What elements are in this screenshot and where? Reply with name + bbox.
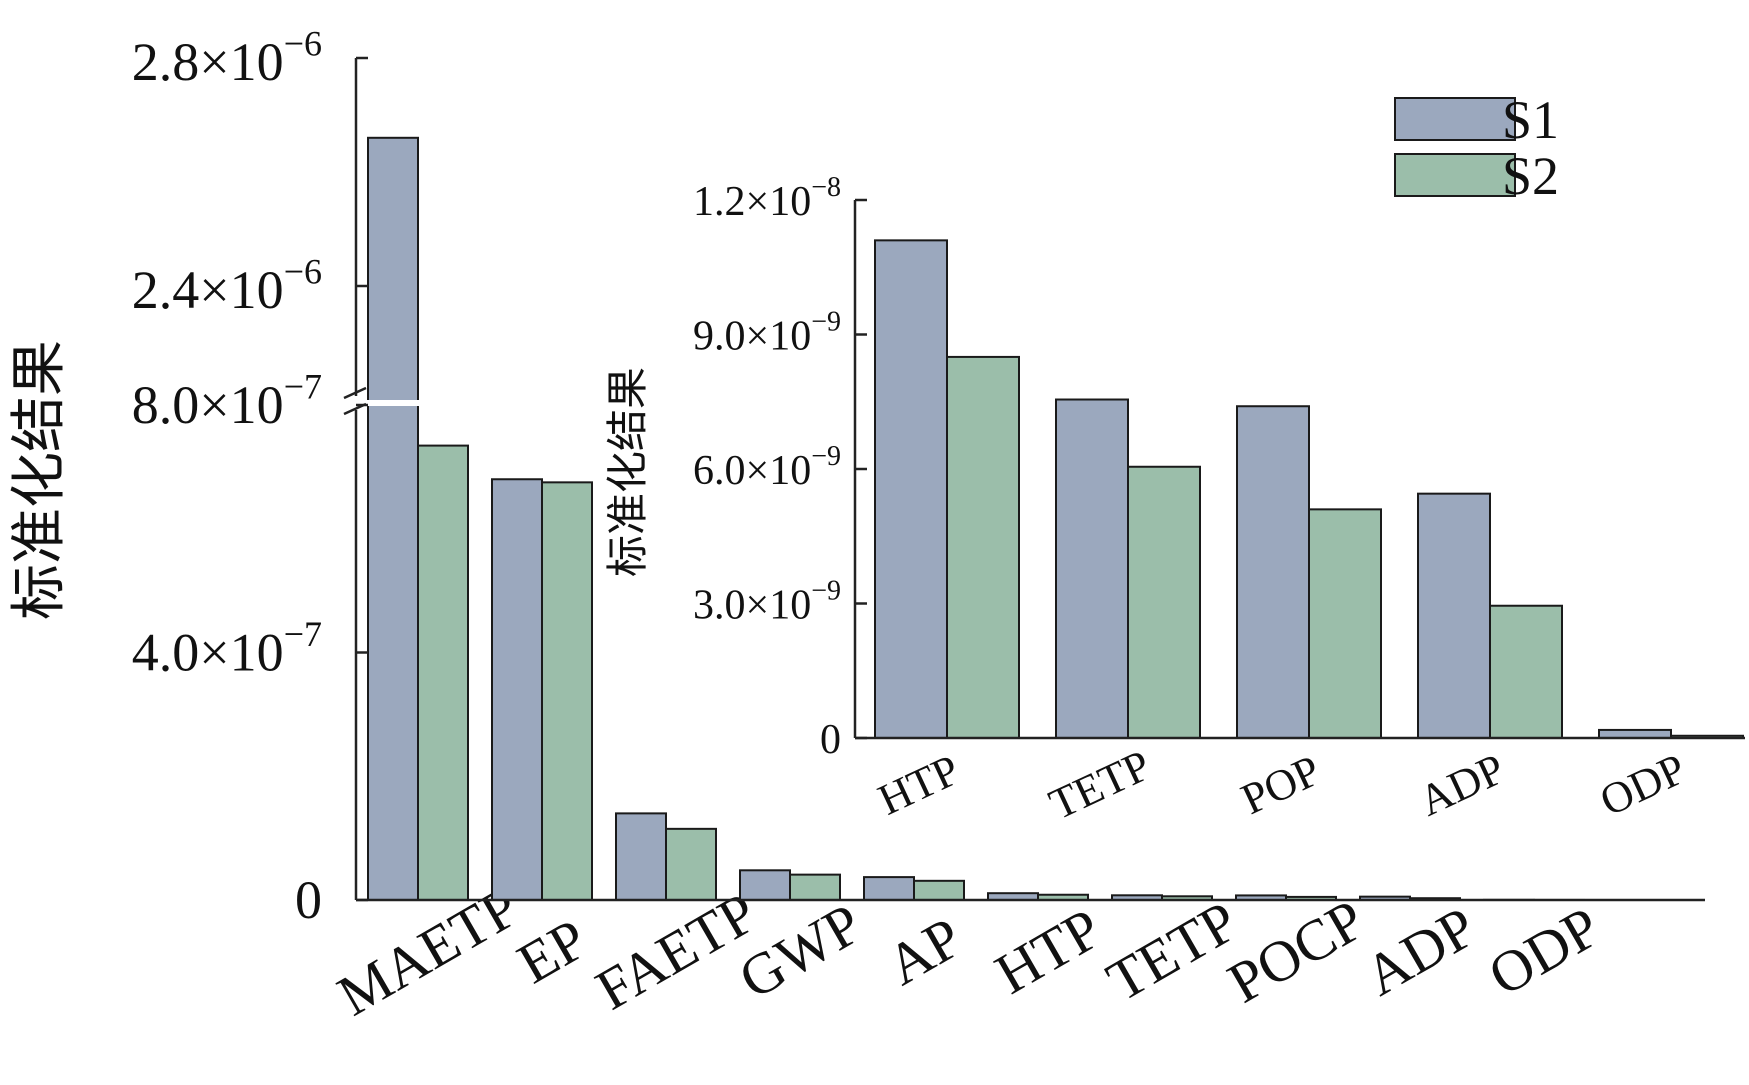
inset-bar-adp-s2	[1489, 604, 1563, 739]
inset-bar-tetp-s2	[1127, 465, 1201, 739]
x-tick-label-pocp: POCP	[1217, 887, 1375, 1016]
x-tick-label-htp: HTP	[985, 896, 1112, 1007]
inset-y-tick-label: 6.0×10−9	[693, 441, 841, 494]
bar-ap-s2	[913, 879, 965, 901]
bar-gwp-s2	[789, 873, 841, 901]
inset-bar-pop-s1	[1236, 405, 1310, 739]
legend-label-s2: S2	[1502, 146, 1559, 206]
x-tick-label-odp: ODP	[1478, 894, 1611, 1008]
bar-gwp-s1	[739, 869, 791, 901]
inset-bar-tetp-s1	[1055, 398, 1129, 739]
y-tick-label: 2.4×10−6	[132, 252, 322, 320]
legend-swatch-s2	[1394, 153, 1516, 197]
x-tick-label-adp: ADP	[1354, 894, 1487, 1008]
inset-chart: HTP TETP POP ADP ODP03.0×10−96.0×10−99.0×10−…	[606, 172, 1745, 829]
axis-break-gap	[344, 400, 464, 406]
y-tick-label: 8.0×10−7	[132, 367, 322, 435]
inset-y-axis-title: 标准化结果	[606, 367, 652, 577]
inset-x-tick-label-tetp: TETP	[1042, 740, 1158, 829]
bar-maetp-s1	[367, 136, 419, 902]
y-tick-label-exponent: −6	[284, 252, 322, 292]
y-tick-label-mantissa: 2.8×10	[132, 32, 284, 92]
inset-bar-htp-s1	[874, 239, 948, 739]
inset-y-tick-label-mantissa: 3.0×10	[693, 583, 811, 629]
inset-x-tick-label-odp: ODP	[1593, 744, 1693, 826]
inset-y-tick-label-mantissa: 9.0×10	[693, 314, 811, 360]
inset-bar-adp-s1	[1417, 492, 1491, 739]
inset-y-tick-label-mantissa: 0	[820, 717, 841, 763]
inset-y-tick-label-mantissa: 1.2×10	[693, 179, 811, 225]
y-tick-label-mantissa: 0	[295, 870, 322, 930]
bar-ep-s2	[541, 481, 593, 901]
bar-faetp-s2	[665, 827, 717, 901]
inset-y-tick-label-mantissa: 6.0×10	[693, 448, 811, 494]
y-tick-label-mantissa: 8.0×10	[132, 375, 284, 435]
inset-x-tick-label-pop: POP	[1234, 746, 1328, 825]
bar-maetp-s2	[417, 444, 469, 901]
y-tick-label-exponent: −7	[284, 614, 322, 654]
bar-ep-s1	[491, 478, 543, 901]
y-axis-title: 标准化结果	[9, 340, 71, 620]
inset-y-tick-label: 0	[820, 717, 841, 763]
bar-faetp-s1	[615, 812, 667, 901]
inset-bar-pop-s2	[1308, 508, 1382, 739]
inset-y-tick-label-exponent: −9	[811, 307, 841, 338]
legend-label-s1: S1	[1502, 90, 1559, 150]
y-tick-label-mantissa: 4.0×10	[132, 623, 284, 683]
x-tick-label-ap: AP	[876, 904, 973, 997]
y-tick-label-mantissa: 2.4×10	[132, 260, 284, 320]
inset-y-tick-label: 9.0×10−9	[693, 307, 841, 360]
x-tick-label-tetp: TETP	[1096, 888, 1248, 1014]
inset-y-tick-label-exponent: −9	[811, 576, 841, 607]
inset-x-tick-label-htp: HTP	[871, 745, 967, 825]
y-tick-label: 2.8×10−6	[132, 24, 322, 92]
bar-ap-s1	[863, 876, 915, 902]
y-tick-label: 4.0×10−7	[132, 614, 322, 682]
axis-break-mark-upper	[343, 386, 367, 400]
inset-y-tick-label: 1.2×10−8	[693, 172, 841, 225]
legend-swatch-s1	[1394, 97, 1516, 141]
inset-y-tick-label-exponent: −8	[811, 172, 841, 203]
inset-y-tick-label: 3.0×10−9	[693, 576, 841, 629]
inset-y-tick-label-exponent: −9	[811, 441, 841, 472]
inset-bar-htp-s2	[946, 355, 1020, 739]
inset-x-tick-label-adp: ADP	[1412, 744, 1512, 826]
y-tick-label-exponent: −6	[284, 24, 322, 64]
y-tick-label: 0	[295, 870, 322, 930]
y-tick-label-exponent: −7	[284, 367, 322, 407]
